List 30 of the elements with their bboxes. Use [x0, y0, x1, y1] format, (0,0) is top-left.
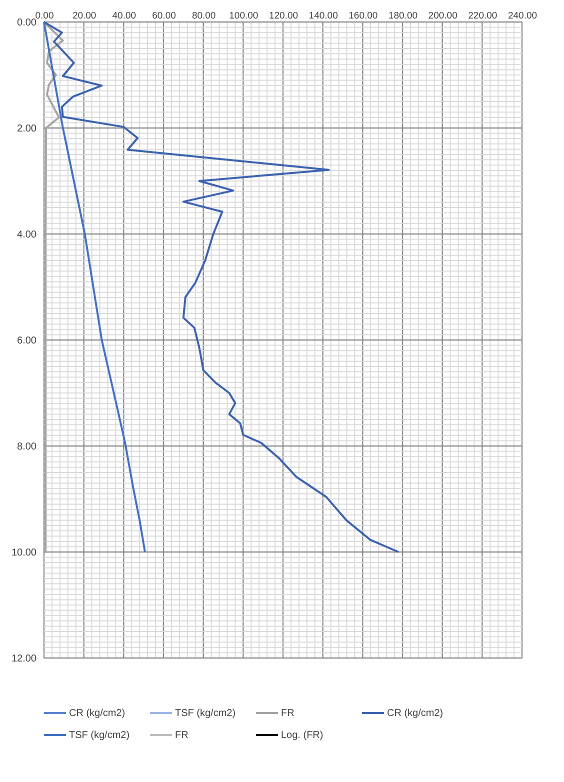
y-tick-label: 10.00: [11, 548, 37, 558]
x-tick-label: 80.00: [192, 10, 216, 22]
legend-label: Log. (FR): [281, 730, 324, 741]
x-tick-label: 200.00: [428, 10, 458, 22]
y-tick-label: 8.00: [17, 442, 37, 452]
legend-label: TSF (kg/cm2): [175, 708, 236, 719]
y-tick-label: 6.00: [17, 336, 37, 346]
x-tick-label: 140.00: [308, 10, 338, 22]
x-tick-label: 60.00: [152, 10, 176, 22]
x-tick-label: 220.00: [468, 10, 498, 22]
y-tick-label: 0.00: [17, 18, 37, 28]
x-tick-label: 100.00: [229, 10, 258, 22]
x-tick-label: 180.00: [388, 10, 418, 22]
y-tick-label: 2.00: [17, 124, 37, 134]
legend-label: TSF (kg/cm2): [69, 730, 130, 741]
line-series: [43, 21, 64, 553]
line-series: [43, 21, 400, 553]
x-tick-label: 40.00: [112, 10, 136, 22]
x-tick-label: 20.00: [72, 10, 96, 22]
legend-label: FR: [175, 730, 188, 741]
y-tick-label: 12.00: [11, 654, 37, 664]
legend-label: FR: [281, 708, 294, 719]
y-tick-label: 4.00: [17, 230, 37, 240]
line-series: [43, 21, 146, 553]
legend-label: CR (kg/cm2): [387, 708, 444, 719]
x-tick-label: 240.00: [508, 10, 538, 22]
x-tick-label: 0.00: [35, 10, 54, 22]
legend-label: CR (kg/cm2): [69, 708, 126, 719]
x-tick-label: 160.00: [348, 10, 378, 22]
x-tick-label: 120.00: [268, 10, 298, 22]
